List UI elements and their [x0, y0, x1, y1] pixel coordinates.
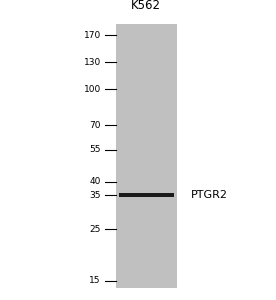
Bar [119, 193, 174, 197]
Text: 35: 35 [89, 191, 101, 200]
Text: 25: 25 [89, 225, 101, 234]
Text: 170: 170 [83, 31, 101, 40]
Text: 100: 100 [83, 85, 101, 94]
Text: PTGR2: PTGR2 [190, 190, 227, 200]
Text: 130: 130 [83, 58, 101, 67]
Bar [116, 24, 177, 288]
Text: 70: 70 [89, 121, 101, 130]
Text: 55: 55 [89, 145, 101, 154]
Text: 15: 15 [89, 277, 101, 286]
Text: K562: K562 [131, 0, 161, 12]
Text: 40: 40 [89, 177, 101, 186]
